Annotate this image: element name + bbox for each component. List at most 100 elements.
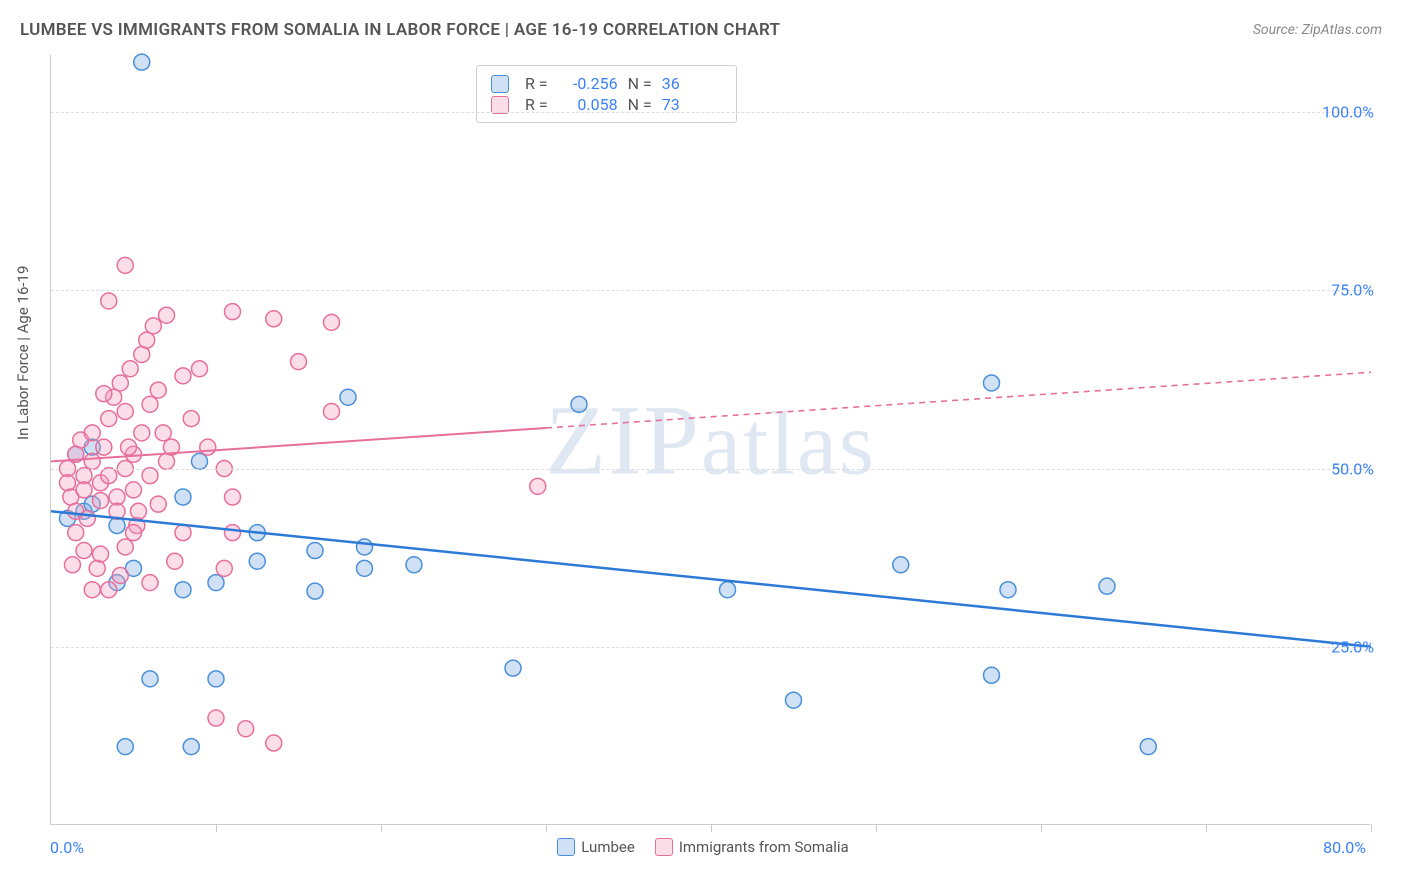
data-point	[786, 692, 802, 708]
chart-canvas	[51, 55, 1370, 824]
source-name: ZipAtlas.com	[1302, 22, 1382, 38]
gridline-horizontal	[51, 469, 1370, 470]
data-point	[84, 425, 100, 441]
data-point	[117, 539, 133, 555]
data-point	[89, 560, 105, 576]
data-point	[112, 375, 128, 391]
data-point	[122, 361, 138, 377]
series-legend: Lumbee Immigrants from Somalia	[0, 838, 1406, 860]
data-point	[893, 557, 909, 573]
data-point	[1000, 582, 1016, 598]
data-point	[530, 478, 546, 494]
x-tick	[711, 824, 712, 832]
data-point	[238, 721, 254, 737]
data-point	[142, 396, 158, 412]
data-point	[101, 468, 117, 484]
data-point	[175, 582, 191, 598]
data-point	[150, 496, 166, 512]
x-tick	[546, 824, 547, 832]
data-point	[183, 411, 199, 427]
data-point	[142, 575, 158, 591]
trend-line-solid	[51, 511, 1371, 646]
data-point	[112, 567, 128, 583]
source-prefix: Source:	[1253, 22, 1302, 38]
data-point	[307, 583, 323, 599]
data-point	[76, 482, 92, 498]
data-point	[225, 489, 241, 505]
n-value: 36	[662, 74, 722, 93]
data-point	[984, 375, 1000, 391]
y-tick-label: 100.0%	[1322, 103, 1374, 122]
y-axis-label: In Labor Force | Age 16-19	[14, 266, 32, 440]
data-point	[340, 389, 356, 405]
x-tick	[381, 824, 382, 832]
data-point	[183, 739, 199, 755]
data-point	[225, 525, 241, 541]
y-tick-label: 50.0%	[1331, 459, 1374, 478]
data-point	[192, 453, 208, 469]
data-point	[117, 403, 133, 419]
data-point	[79, 510, 95, 526]
correlation-legend: R =-0.256N =36R =0.058N =73	[476, 65, 737, 123]
data-point	[266, 735, 282, 751]
data-point	[150, 382, 166, 398]
legend-swatch	[655, 838, 673, 856]
data-point	[175, 525, 191, 541]
data-point	[101, 293, 117, 309]
data-point	[357, 539, 373, 555]
data-point	[130, 503, 146, 519]
data-point	[142, 468, 158, 484]
data-point	[216, 560, 232, 576]
plot-area: ZIPatlas R =-0.256N =36R =0.058N =73 25.…	[50, 55, 1370, 825]
data-point	[208, 710, 224, 726]
x-tick	[216, 824, 217, 832]
x-tick	[876, 824, 877, 832]
data-point	[175, 489, 191, 505]
data-point	[101, 582, 117, 598]
data-point	[357, 560, 373, 576]
data-point	[101, 411, 117, 427]
chart-title: LUMBEE VS IMMIGRANTS FROM SOMALIA IN LAB…	[20, 20, 780, 40]
legend-swatch	[491, 75, 509, 93]
legend-item: Lumbee	[557, 838, 635, 856]
source-attribution: Source: ZipAtlas.com	[1253, 22, 1382, 38]
x-tick	[1206, 824, 1207, 832]
data-point	[291, 354, 307, 370]
data-point	[208, 671, 224, 687]
data-point	[117, 739, 133, 755]
data-point	[68, 525, 84, 541]
y-tick-label: 25.0%	[1331, 637, 1374, 656]
data-point	[126, 525, 142, 541]
x-tick	[1371, 824, 1372, 832]
data-point	[142, 671, 158, 687]
data-point	[307, 543, 323, 559]
data-point	[96, 386, 112, 402]
legend-item: Immigrants from Somalia	[655, 838, 849, 856]
legend-swatch	[491, 96, 509, 114]
x-tick	[1041, 824, 1042, 832]
gridline-horizontal	[51, 647, 1370, 648]
data-point	[84, 582, 100, 598]
data-point	[159, 307, 175, 323]
legend-label: Lumbee	[581, 838, 635, 856]
data-point	[192, 361, 208, 377]
data-point	[60, 475, 76, 491]
data-point	[121, 439, 137, 455]
data-point	[93, 546, 109, 562]
data-point	[208, 575, 224, 591]
data-point	[984, 667, 1000, 683]
data-point	[200, 439, 216, 455]
data-point	[134, 54, 150, 70]
legend-row: R =-0.256N =36	[491, 74, 722, 93]
data-point	[175, 368, 191, 384]
r-label: R =	[525, 74, 548, 93]
data-point	[571, 396, 587, 412]
data-point	[406, 557, 422, 573]
data-point	[249, 553, 265, 569]
data-point	[126, 482, 142, 498]
legend-label: Immigrants from Somalia	[679, 838, 849, 856]
data-point	[1140, 739, 1156, 755]
data-point	[96, 439, 112, 455]
trend-line-dashed	[546, 372, 1371, 428]
data-point	[225, 304, 241, 320]
